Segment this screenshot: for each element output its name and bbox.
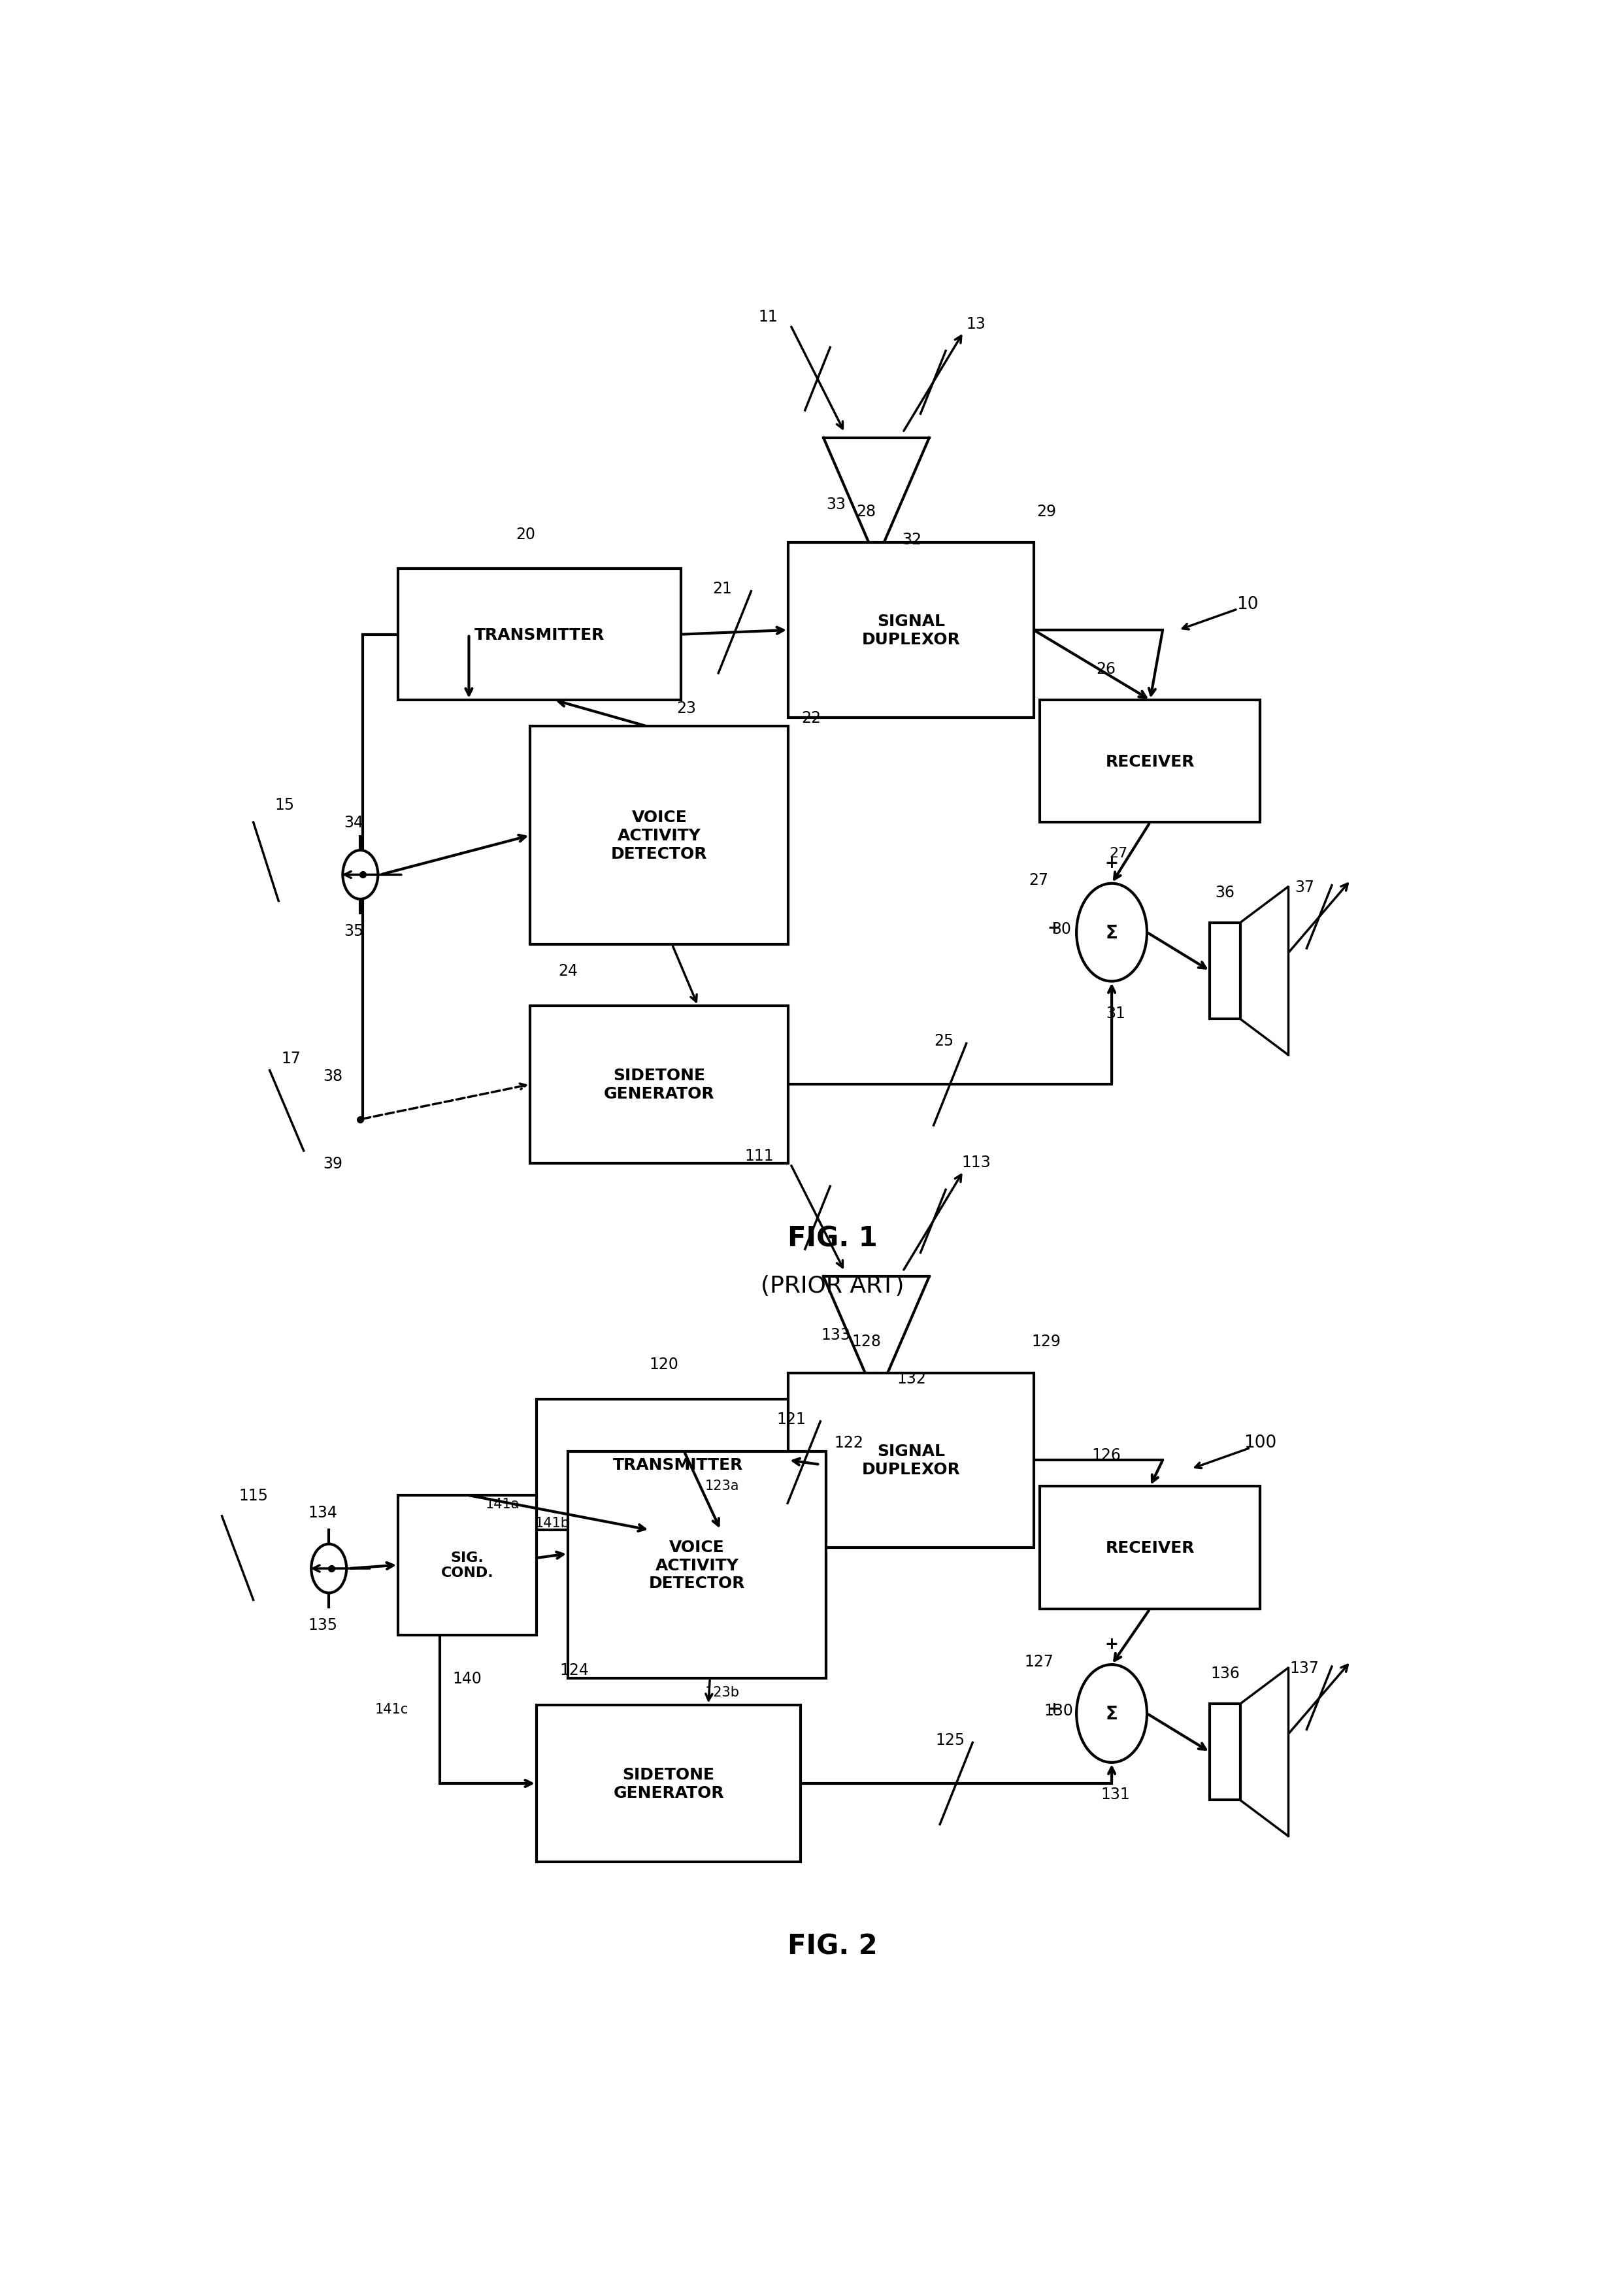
Text: SIG.
COND.: SIG. COND. — [442, 1552, 494, 1579]
Text: SIDETONE
GENERATOR: SIDETONE GENERATOR — [604, 1069, 715, 1103]
Text: +: + — [1104, 855, 1119, 871]
Text: 133: 133 — [822, 1327, 851, 1343]
Text: 123a: 123a — [705, 1479, 739, 1493]
Text: 15: 15 — [274, 796, 294, 812]
Text: 37: 37 — [1294, 880, 1314, 894]
Text: Σ: Σ — [1106, 923, 1117, 942]
Text: +: + — [1047, 1699, 1060, 1715]
Text: 17: 17 — [281, 1051, 300, 1066]
Text: 100: 100 — [1244, 1434, 1276, 1452]
FancyBboxPatch shape — [529, 1005, 788, 1164]
Text: SIGNAL
DUPLEXOR: SIGNAL DUPLEXOR — [862, 1443, 960, 1477]
Text: 131: 131 — [1101, 1786, 1130, 1802]
FancyBboxPatch shape — [1039, 1486, 1260, 1609]
Text: 32: 32 — [901, 531, 921, 547]
Text: 22: 22 — [801, 710, 820, 726]
Text: 141a: 141a — [486, 1498, 520, 1511]
Text: 30: 30 — [1052, 921, 1072, 937]
Text: 134: 134 — [309, 1504, 338, 1520]
Text: FIG. 2: FIG. 2 — [788, 1933, 877, 1960]
Text: Σ: Σ — [1106, 1704, 1117, 1722]
Text: 25: 25 — [934, 1032, 953, 1048]
Text: 33: 33 — [827, 497, 846, 513]
Text: 38: 38 — [323, 1069, 343, 1085]
Text: 13: 13 — [966, 315, 986, 331]
Circle shape — [343, 851, 378, 899]
Text: 34: 34 — [344, 815, 364, 830]
Text: +: + — [1047, 919, 1060, 935]
Text: 36: 36 — [1215, 885, 1234, 901]
Text: VOICE
ACTIVITY
DETECTOR: VOICE ACTIVITY DETECTOR — [611, 810, 708, 862]
Circle shape — [1077, 1665, 1147, 1763]
Text: 35: 35 — [344, 923, 364, 939]
Text: 128: 128 — [851, 1334, 880, 1350]
Text: 141c: 141c — [375, 1702, 409, 1715]
FancyBboxPatch shape — [398, 1495, 536, 1636]
Text: 137: 137 — [1289, 1661, 1319, 1677]
Text: 111: 111 — [744, 1148, 773, 1164]
Text: RECEIVER: RECEIVER — [1106, 1541, 1195, 1557]
Text: 136: 136 — [1210, 1665, 1239, 1681]
Text: 124: 124 — [560, 1663, 590, 1677]
Text: 26: 26 — [1096, 660, 1116, 676]
Text: RECEIVER: RECEIVER — [1106, 753, 1195, 769]
Text: 129: 129 — [1031, 1334, 1060, 1350]
Circle shape — [312, 1545, 346, 1593]
Text: VOICE
ACTIVITY
DETECTOR: VOICE ACTIVITY DETECTOR — [650, 1538, 745, 1591]
Text: TRANSMITTER: TRANSMITTER — [474, 626, 604, 642]
Text: 23: 23 — [677, 701, 697, 717]
Text: (PRIOR ART): (PRIOR ART) — [760, 1275, 905, 1296]
FancyBboxPatch shape — [788, 1373, 1034, 1547]
Text: +: + — [1104, 1636, 1119, 1652]
Text: 21: 21 — [713, 581, 732, 597]
Text: 115: 115 — [239, 1488, 268, 1502]
FancyBboxPatch shape — [568, 1452, 827, 1679]
Bar — [1210, 1704, 1241, 1799]
Text: 113: 113 — [961, 1155, 991, 1171]
Text: FIG. 1: FIG. 1 — [788, 1225, 877, 1252]
Bar — [1210, 923, 1241, 1019]
Text: SIGNAL
DUPLEXOR: SIGNAL DUPLEXOR — [862, 613, 960, 647]
Text: 24: 24 — [559, 964, 578, 978]
Text: 28: 28 — [856, 504, 875, 520]
Text: TRANSMITTER: TRANSMITTER — [612, 1457, 744, 1473]
Text: 10: 10 — [1237, 597, 1259, 613]
Circle shape — [1077, 883, 1147, 982]
FancyBboxPatch shape — [788, 542, 1034, 717]
Text: 127: 127 — [1025, 1654, 1054, 1670]
Text: 126: 126 — [1091, 1448, 1121, 1464]
FancyBboxPatch shape — [536, 1400, 820, 1529]
Text: 141b: 141b — [534, 1516, 570, 1529]
Text: 39: 39 — [323, 1155, 343, 1171]
Text: SIDETONE
GENERATOR: SIDETONE GENERATOR — [614, 1768, 724, 1802]
Text: 122: 122 — [835, 1434, 864, 1450]
FancyBboxPatch shape — [398, 570, 682, 701]
Text: 130: 130 — [1044, 1702, 1073, 1718]
FancyBboxPatch shape — [529, 726, 788, 944]
Text: 140: 140 — [453, 1670, 482, 1686]
Text: 20: 20 — [516, 526, 536, 542]
FancyBboxPatch shape — [1039, 701, 1260, 824]
Text: 123b: 123b — [705, 1686, 741, 1699]
Text: 121: 121 — [776, 1411, 806, 1427]
Text: 120: 120 — [650, 1357, 679, 1373]
Text: 132: 132 — [896, 1370, 926, 1386]
Text: 29: 29 — [1036, 504, 1056, 520]
FancyBboxPatch shape — [536, 1704, 801, 1863]
Text: 125: 125 — [935, 1731, 965, 1747]
Text: 31: 31 — [1106, 1005, 1125, 1021]
Text: 135: 135 — [309, 1618, 338, 1631]
Text: 11: 11 — [758, 309, 778, 324]
Text: 27: 27 — [1030, 874, 1049, 887]
Text: 27: 27 — [1109, 846, 1127, 860]
